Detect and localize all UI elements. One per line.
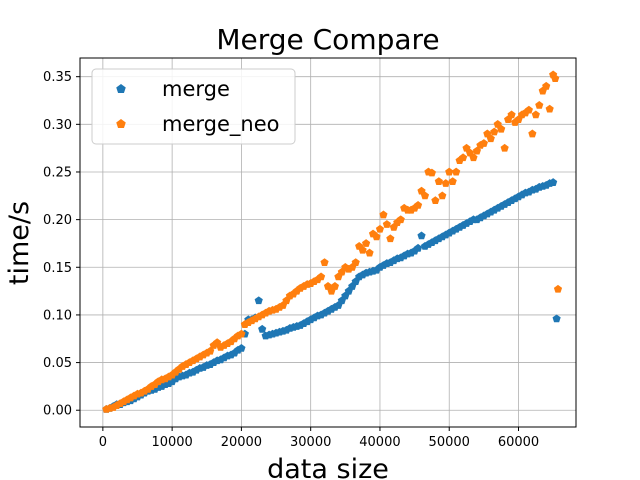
y-tick-label: 0.15 xyxy=(43,261,72,276)
data-point xyxy=(486,134,495,143)
data-point xyxy=(469,153,478,162)
data-point xyxy=(379,210,388,219)
y-tick-label: 0.10 xyxy=(43,308,72,323)
data-point xyxy=(427,168,436,177)
y-axis-label: time/s xyxy=(4,201,35,285)
legend-marker-merge-neo xyxy=(116,119,126,129)
y-tick-label: 0.05 xyxy=(43,356,72,371)
data-point xyxy=(237,329,246,338)
legend-label-merge-neo: merge_neo xyxy=(162,112,279,137)
data-point xyxy=(524,105,533,114)
data-point xyxy=(372,232,381,241)
data-point xyxy=(330,282,340,290)
y-tick-label: 0.25 xyxy=(43,165,72,180)
data-point xyxy=(549,178,558,186)
data-point xyxy=(258,324,267,333)
data-point xyxy=(531,110,540,119)
data-point xyxy=(452,167,461,176)
data-point xyxy=(365,248,374,257)
data-point xyxy=(382,220,391,228)
plot-area-frame xyxy=(79,57,577,428)
data-points xyxy=(102,70,563,413)
data-point xyxy=(417,231,426,240)
data-point xyxy=(545,104,554,113)
series-merge-neo xyxy=(102,70,563,413)
data-point xyxy=(358,245,367,254)
x-tick-label: 10000 xyxy=(151,435,192,450)
data-point xyxy=(362,239,371,247)
x-axis-label: data size xyxy=(267,454,389,480)
data-point xyxy=(507,110,516,119)
data-point xyxy=(413,201,423,209)
x-tick-label: 0 xyxy=(99,435,107,450)
legend-marker-merge xyxy=(116,84,126,94)
data-point xyxy=(441,179,450,187)
x-tick-label: 60000 xyxy=(498,435,539,450)
x-tick-label: 20000 xyxy=(221,435,262,450)
data-point xyxy=(413,243,423,252)
data-point xyxy=(535,100,544,109)
y-tick-label: 0.00 xyxy=(43,404,72,419)
data-point xyxy=(396,215,405,224)
data-point xyxy=(320,258,329,266)
y-tick-label: 0.20 xyxy=(43,213,72,228)
data-point xyxy=(420,191,430,200)
legend: merge merge_neo xyxy=(91,68,296,145)
data-point xyxy=(434,177,443,185)
x-tick-label: 40000 xyxy=(359,435,400,450)
legend-box xyxy=(91,68,296,145)
x-axis-ticks: 0 10000 20000 30000 40000 50000 60000 xyxy=(99,427,539,450)
data-point xyxy=(500,143,509,152)
data-point xyxy=(497,124,506,133)
data-point xyxy=(458,153,468,162)
chart-title: Merge Compare xyxy=(216,23,439,56)
data-point xyxy=(551,74,560,83)
data-point xyxy=(431,196,440,205)
data-point xyxy=(316,272,326,281)
data-point xyxy=(542,81,551,90)
y-tick-label: 0.30 xyxy=(43,118,72,133)
data-point xyxy=(479,139,488,147)
data-point xyxy=(254,296,263,305)
y-tick-label: 0.35 xyxy=(43,70,72,85)
data-point xyxy=(375,224,385,233)
data-point xyxy=(448,177,457,185)
data-point xyxy=(553,284,563,293)
x-tick-label: 50000 xyxy=(429,435,470,450)
data-point xyxy=(552,314,561,323)
data-point xyxy=(438,191,447,200)
data-point xyxy=(237,343,246,352)
data-point xyxy=(351,258,360,266)
data-point xyxy=(386,234,395,243)
x-tick-label: 30000 xyxy=(290,435,331,450)
legend-label-merge: merge xyxy=(162,77,230,101)
y-axis-ticks: 0.00 0.05 0.10 0.15 0.20 0.25 0.30 0.35 xyxy=(43,70,80,419)
data-point xyxy=(445,167,454,176)
data-point xyxy=(528,129,537,138)
data-point xyxy=(490,127,499,136)
